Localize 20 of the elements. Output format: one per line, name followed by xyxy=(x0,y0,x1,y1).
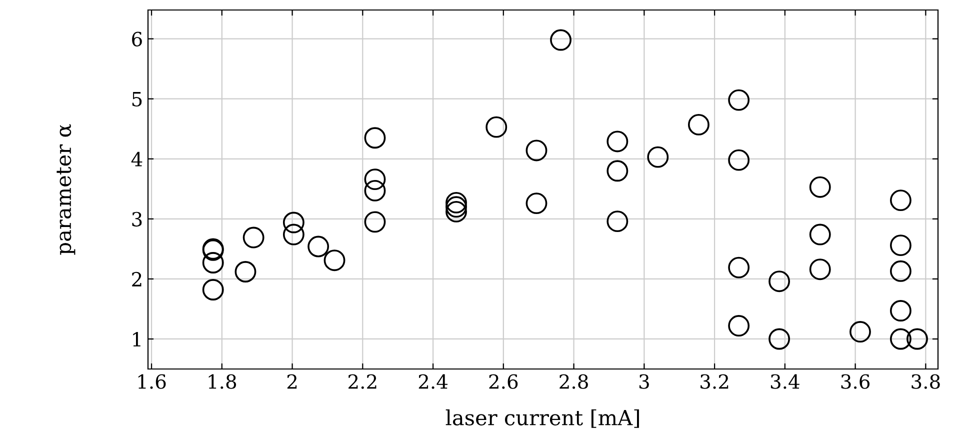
y-tick-label: 1 xyxy=(133,332,140,346)
y-tick-label: 4 xyxy=(131,152,142,166)
y-tick-label: 2 xyxy=(132,272,142,286)
x-tick-label: 3.4 xyxy=(770,374,800,389)
y-tick-label: 5 xyxy=(132,92,142,107)
x-tick-label: 3.8 xyxy=(912,374,940,389)
x-tick-label: 2 xyxy=(287,374,297,389)
y-tick-label: 6 xyxy=(132,32,142,46)
y-axis-title: parameter α xyxy=(56,124,76,255)
x-axis-title: laser current [mA] xyxy=(446,409,639,428)
y-tick-label: 3 xyxy=(132,212,142,227)
x-tick-label: 2.6 xyxy=(489,374,518,389)
x-tick-label: 3.6 xyxy=(841,374,870,389)
x-tick-label: 2.2 xyxy=(348,374,376,389)
x-tick-label: 1.6 xyxy=(138,374,166,389)
x-tick-label: 1.8 xyxy=(208,374,236,389)
x-tick-label: 3.2 xyxy=(700,374,728,389)
x-tick-label: 2.8 xyxy=(560,374,588,389)
x-tick-label: 2.4 xyxy=(418,374,448,389)
x-tick-label: 3 xyxy=(639,374,649,389)
